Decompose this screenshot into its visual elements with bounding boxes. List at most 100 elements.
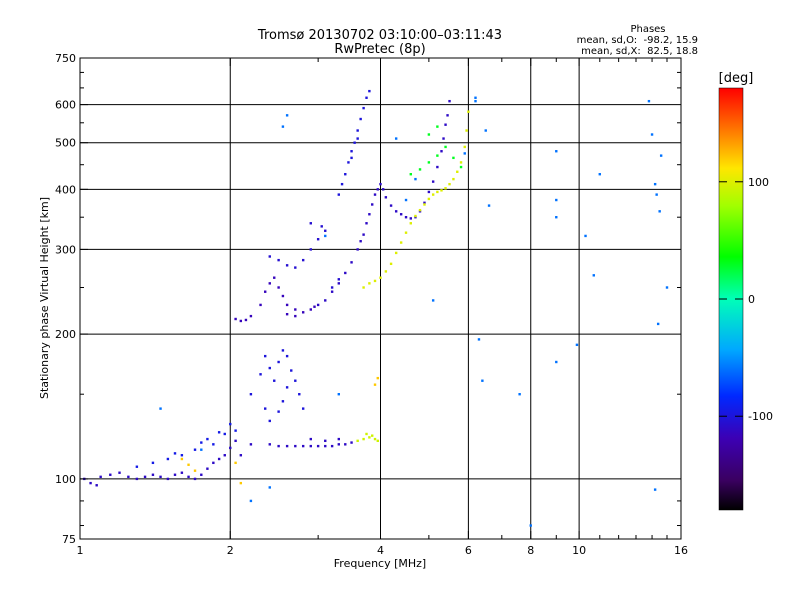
data-point — [324, 234, 327, 238]
data-point — [344, 271, 347, 275]
data-point — [459, 161, 463, 164]
data-point — [658, 210, 661, 213]
data-point — [249, 443, 253, 446]
data-point — [340, 182, 344, 186]
data-point — [365, 96, 368, 99]
data-point — [99, 475, 102, 479]
data-point — [151, 461, 155, 465]
data-point — [234, 317, 237, 321]
data-point — [294, 308, 297, 311]
data-point — [362, 286, 365, 289]
data-point — [356, 137, 359, 140]
data-point — [285, 354, 289, 358]
data-point — [371, 434, 374, 437]
data-point — [239, 481, 243, 485]
data-point — [309, 308, 312, 311]
data-point — [187, 475, 190, 479]
data-point — [368, 282, 371, 285]
data-point — [418, 208, 422, 212]
data-point — [665, 286, 669, 289]
data-point — [206, 437, 209, 441]
data-point — [362, 233, 365, 236]
data-point — [159, 407, 162, 410]
data-point — [277, 410, 280, 413]
data-point — [356, 248, 359, 251]
chart-subtitle: RwPretec (8p) — [334, 42, 425, 57]
data-point — [166, 457, 170, 461]
data-point — [427, 161, 431, 164]
data-point — [337, 278, 341, 281]
x-tick-label: 8 — [527, 544, 534, 557]
x-axis-label: Frequency [MHz] — [334, 557, 426, 570]
data-point — [368, 213, 371, 216]
data-point — [324, 229, 327, 232]
data-point — [301, 444, 305, 448]
data-point — [135, 477, 139, 481]
data-point — [285, 114, 289, 117]
data-point — [399, 213, 403, 216]
data-point — [487, 204, 491, 207]
data-point — [268, 255, 271, 258]
data-point — [223, 432, 226, 436]
data-point — [448, 182, 451, 186]
data-point — [376, 188, 379, 191]
data-point — [259, 303, 262, 307]
data-point — [229, 446, 232, 450]
data-point — [427, 190, 431, 194]
data-point — [249, 314, 253, 318]
data-point — [234, 461, 237, 465]
phase-stats-o: mean, sd,O: -98.2, 15.9 — [577, 35, 698, 46]
data-point — [442, 137, 445, 140]
data-point — [277, 444, 280, 448]
data-point — [467, 110, 470, 113]
data-point — [316, 444, 320, 448]
data-point — [427, 133, 431, 136]
x-tick-label: 10 — [572, 544, 586, 557]
data-point — [173, 473, 177, 476]
data-point — [268, 282, 271, 285]
data-point — [285, 264, 289, 267]
data-point — [200, 441, 203, 444]
data-point — [309, 222, 312, 225]
data-point — [268, 366, 271, 370]
data-point — [529, 524, 532, 527]
data-point — [330, 290, 334, 293]
data-point — [234, 429, 237, 432]
data-point — [264, 354, 267, 358]
colorbar-tick-label: 100 — [748, 176, 769, 189]
data-point — [127, 475, 130, 479]
data-point — [344, 173, 347, 176]
data-point — [180, 454, 184, 457]
data-point — [324, 439, 327, 443]
data-point — [347, 161, 350, 164]
data-point — [389, 204, 393, 207]
data-point — [234, 439, 237, 443]
data-point — [294, 379, 297, 382]
data-point — [350, 150, 353, 153]
data-point — [143, 475, 147, 479]
data-point — [337, 193, 341, 196]
data-point — [337, 393, 341, 396]
data-point — [337, 437, 341, 441]
data-point — [301, 258, 305, 262]
data-point — [653, 182, 657, 186]
colorbar-tick-label: -100 — [748, 410, 773, 423]
data-point — [440, 189, 443, 192]
data-point — [350, 156, 353, 160]
data-point — [353, 141, 356, 144]
data-point — [281, 125, 285, 128]
data-point — [277, 286, 280, 289]
x-tick-label: 6 — [465, 544, 472, 557]
data-point — [555, 198, 558, 202]
data-point — [440, 150, 443, 153]
data-point — [337, 443, 341, 446]
data-point — [180, 457, 184, 461]
data-point — [463, 145, 466, 149]
colorbar-label: [deg] — [719, 71, 754, 86]
data-point — [212, 443, 215, 446]
data-point — [330, 444, 334, 448]
data-point — [223, 454, 226, 457]
data-point — [555, 150, 558, 153]
data-point — [309, 444, 312, 448]
